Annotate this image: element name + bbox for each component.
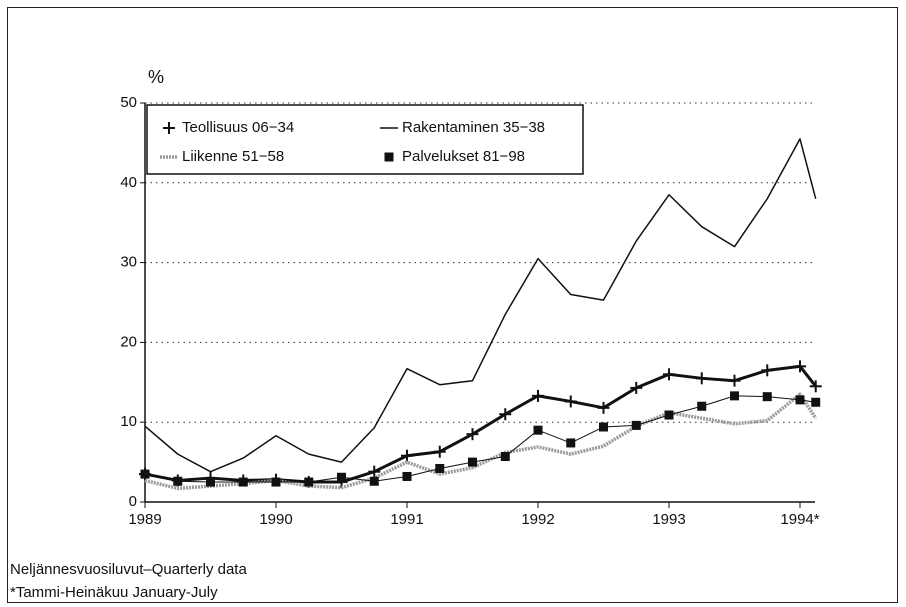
series-line xyxy=(144,138,817,473)
y-tick-label: 40 xyxy=(120,174,137,191)
marker-square xyxy=(697,401,707,411)
marker-square xyxy=(664,410,674,420)
series-line xyxy=(144,395,816,483)
marker-plus xyxy=(368,465,381,478)
marker-square xyxy=(238,477,248,487)
marker-plus xyxy=(794,360,806,373)
marker-plus xyxy=(499,408,512,421)
y-tick-label: 0 xyxy=(129,493,137,510)
marker-square xyxy=(435,463,445,473)
frame xyxy=(7,7,898,603)
marker-square xyxy=(304,477,314,487)
marker-plus xyxy=(809,380,822,393)
y-tick-label: 50 xyxy=(120,94,137,111)
marker-plus xyxy=(761,364,774,377)
legend-label: Teollisuus 06−34 xyxy=(182,119,294,136)
legend: Teollisuus 06−34 Rakentaminen 35−38 Liiken… xyxy=(146,104,584,175)
y-tick-label: 10 xyxy=(120,413,137,430)
marker-square xyxy=(566,438,576,448)
series-line xyxy=(144,364,817,484)
marker-square xyxy=(206,477,215,487)
marker-square xyxy=(500,452,510,462)
marker-square xyxy=(173,476,183,486)
marker-square xyxy=(730,391,739,401)
marker-square xyxy=(384,152,394,162)
marker-plus xyxy=(433,445,446,458)
marker-square xyxy=(402,471,412,481)
marker-plus xyxy=(466,428,479,441)
marker-plus xyxy=(728,374,741,387)
y-axis-label: % xyxy=(148,67,164,87)
marker-square xyxy=(599,422,608,432)
marker-square xyxy=(795,395,805,405)
marker-plus xyxy=(630,381,643,394)
legend-box xyxy=(146,104,584,175)
x-tick-label: 1992 xyxy=(521,511,554,528)
y-tick-label: 30 xyxy=(120,254,137,271)
marker-square xyxy=(468,457,477,467)
marker-square xyxy=(533,425,543,435)
marker-square xyxy=(140,469,150,479)
marker-plus xyxy=(695,372,708,385)
legend-label: Rakentaminen 35−38 xyxy=(402,119,545,136)
x-tick-label: 1991 xyxy=(390,511,423,528)
marker-square xyxy=(271,477,281,487)
marker-plus xyxy=(663,368,675,381)
marker-plus xyxy=(163,122,175,134)
marker-square xyxy=(631,420,641,430)
marker-square xyxy=(762,392,772,402)
marker-plus xyxy=(532,389,544,402)
x-tick-label: 1994* xyxy=(780,511,819,528)
x-tick-label: 1993 xyxy=(652,511,685,528)
marker-plus xyxy=(597,401,610,414)
x-tick-label: 1989 xyxy=(128,511,161,528)
footnote: *Tammi-Heinäkuu January-July xyxy=(10,584,218,601)
marker-plus xyxy=(401,449,413,462)
legend-label: Palvelukset 81−98 xyxy=(402,148,525,165)
footnote: Neljännesvuosiluvut–Quarterly data xyxy=(10,561,247,578)
marker-square xyxy=(337,472,346,482)
marker-plus xyxy=(564,395,577,408)
marker-square xyxy=(811,397,821,407)
series-line xyxy=(144,392,818,491)
legend-label: Liikenne 51−58 xyxy=(182,148,284,165)
x-tick-label: 1990 xyxy=(259,511,292,528)
y-tick-label: 20 xyxy=(120,333,137,350)
marker-square xyxy=(369,476,379,486)
